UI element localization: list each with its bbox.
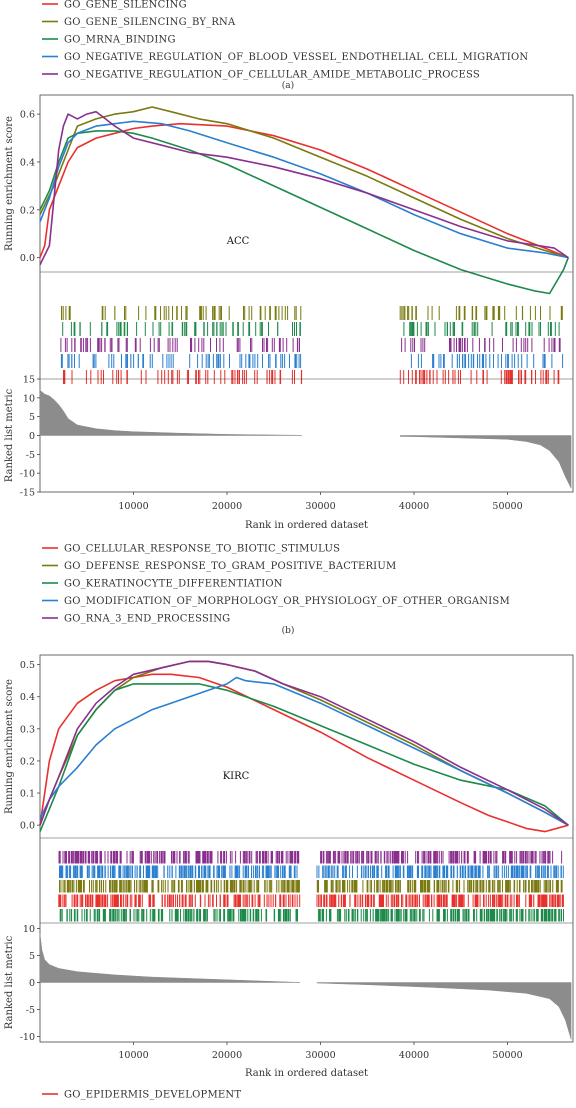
ranked-metric-area — [39, 933, 572, 1040]
y-tick-label: 10 — [23, 924, 35, 935]
y-tick-label: 0.4 — [20, 157, 35, 168]
hit-tick-row — [63, 370, 560, 384]
x-tick-label: 30000 — [305, 1050, 335, 1061]
y-tick-label: 0.0 — [20, 821, 35, 832]
hit-tick-row — [59, 865, 564, 878]
es-series-line — [39, 660, 569, 826]
panel-a: 0.0 0.2 0.4 0.6 Running enrichment score ACC -… — [4, 94, 574, 531]
rank-gap — [301, 433, 401, 438]
panel-tag-b: (b) — [282, 625, 295, 636]
legend-label: GO_MRNA_BINDING — [64, 35, 176, 46]
x-tick-label: 20000 — [212, 1050, 242, 1061]
y-tick-label: 0.3 — [20, 724, 35, 735]
x-tick-label: 30000 — [305, 501, 335, 512]
hit-tick-row — [58, 851, 563, 864]
y-tick-label: 10 — [23, 393, 35, 404]
es-series-line — [39, 130, 570, 295]
panel-tag-a: (a) — [282, 80, 294, 91]
y-tick-label: 0.2 — [20, 756, 35, 767]
y-tick-label: 5 — [29, 412, 35, 423]
y-axis-label: Running enrichment score — [4, 116, 15, 251]
plot-frame — [39, 654, 574, 1043]
legend-bottom: GO_EPIDERMIS_DEVELOPMENT — [42, 1090, 241, 1101]
y-tick-label: 0.2 — [20, 205, 35, 216]
y-tick-label: -5 — [26, 1005, 35, 1016]
legend-label: GO_NEGATIVE_REGULATION_OF_CELLULAR_AMIDE… — [64, 70, 480, 81]
hit-tick-row — [60, 338, 561, 352]
y-tick-label: 5 — [29, 951, 35, 962]
es-series-line — [39, 106, 569, 259]
es-series-line — [39, 110, 569, 266]
y-tick-label: -10 — [20, 469, 35, 480]
legend-label: GO_GENE_SILENCING_BY_RNA — [64, 17, 236, 28]
x-tick-label: 40000 — [399, 1050, 429, 1061]
gene-hit-ticks — [58, 851, 564, 922]
y-tick-label: 0.6 — [20, 110, 35, 121]
x-tick-label: 40000 — [399, 501, 429, 512]
legend-label: GO_MODIFICATION_OF_MORPHOLOGY_OR_PHYSIOL… — [64, 596, 510, 607]
ranked-metric-area — [39, 389, 572, 489]
panel-annotation: KIRC — [223, 771, 250, 782]
x-tick-label: 50000 — [492, 1050, 522, 1061]
y-tick-label: 0.4 — [20, 692, 35, 703]
panel-b: 0.0 0.1 0.2 0.3 0.4 0.5 Running enrichment sco… — [4, 654, 574, 1079]
legend-top: GO_GENE_SILENCING GO_GENE_SILENCING_BY_RN… — [42, 0, 528, 81]
es-series-line — [39, 660, 569, 826]
legend-label: GO_KERATINOCYTE_DIFFERENTIATION — [64, 579, 283, 590]
hit-tick-row — [62, 322, 560, 336]
y-tick-label: 0.0 — [20, 253, 35, 264]
es-series-line — [39, 122, 569, 259]
es-series-line — [39, 673, 569, 833]
y-tick-label: 0 — [29, 978, 35, 989]
x-tick-label: 50000 — [492, 501, 522, 512]
x-tick-label: 20000 — [212, 501, 242, 512]
panel-annotation: ACC — [226, 236, 250, 247]
y-tick-label: 15 — [23, 375, 35, 386]
legend-label: GO_GENE_SILENCING — [64, 0, 187, 11]
legend-label: GO_NEGATIVE_REGULATION_OF_BLOOD_VESSEL_E… — [64, 52, 528, 63]
y-axis-label: Running enrichment score — [4, 679, 15, 814]
hit-tick-row — [59, 880, 563, 893]
y-tick-label: 0.5 — [20, 660, 35, 671]
x-tick-label: 10000 — [118, 1050, 148, 1061]
y-tick-label: 0.1 — [20, 789, 35, 800]
y-tick-label: -10 — [20, 1032, 35, 1043]
legend-label: GO_RNA_3_END_PROCESSING — [64, 614, 230, 625]
es-series-line — [39, 683, 569, 832]
es-series-line — [39, 676, 569, 826]
y-tick-label: 0 — [29, 431, 35, 442]
legend-middle: GO_CELLULAR_RESPONSE_TO_BIOTIC_STIMULUS G… — [42, 544, 510, 625]
legend-label: GO_CELLULAR_RESPONSE_TO_BIOTIC_STIMULUS — [64, 544, 340, 555]
legend-label: GO_EPIDERMIS_DEVELOPMENT — [64, 1090, 241, 1101]
y-tick-label: -5 — [26, 450, 35, 461]
y-axis-label: Ranked list metric — [4, 388, 15, 482]
hit-tick-row — [61, 306, 563, 320]
y-axis-label: Ranked list metric — [4, 935, 15, 1029]
y-tick-label: -15 — [20, 488, 35, 499]
x-axis-label: Rank in ordered dataset — [245, 1068, 368, 1079]
rank-gap — [299, 980, 317, 985]
plot-frame — [39, 94, 574, 493]
gene-hit-ticks — [60, 306, 564, 384]
legend-label: GO_DEFENSE_RESPONSE_TO_GRAM_POSITIVE_BAC… — [64, 561, 396, 572]
x-axis-label: Rank in ordered dataset — [245, 520, 368, 531]
hit-tick-row — [59, 909, 564, 922]
es-series-line — [39, 120, 569, 259]
x-tick-label: 10000 — [118, 501, 148, 512]
hit-tick-row — [60, 354, 564, 368]
hit-tick-row — [58, 894, 564, 907]
